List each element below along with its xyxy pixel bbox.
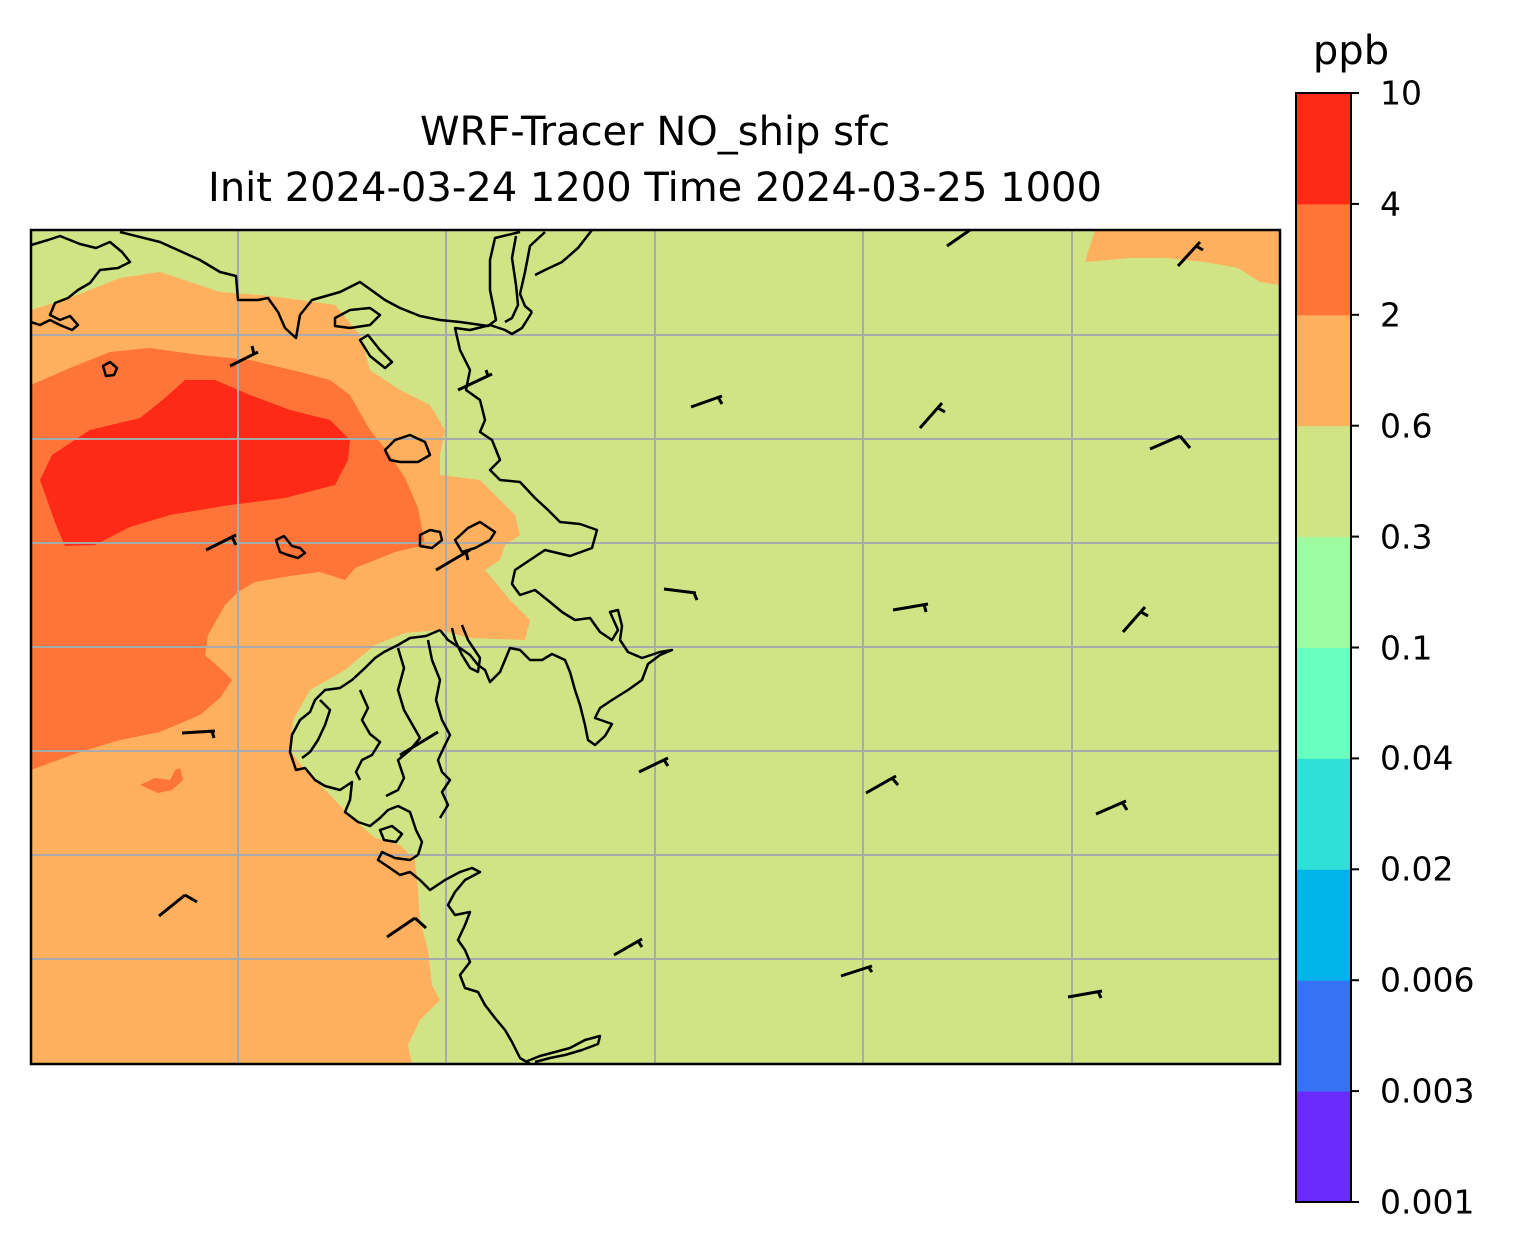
island-7 [453, 520, 497, 554]
colorbar-segment [1296, 647, 1351, 759]
colorbar-segment [1296, 314, 1351, 427]
wind-barb [690, 394, 724, 409]
colorbar-segment [1296, 980, 1351, 1092]
wind-barbs [158, 230, 1204, 999]
wind-barb [840, 964, 874, 978]
wind-barb [1176, 240, 1204, 268]
colorbar-tick-label: 0.6 [1380, 406, 1433, 446]
colorbar-tick-label: 0.001 [1380, 1182, 1475, 1222]
coastline-south-cape [524, 1034, 602, 1064]
wind-barb [1095, 799, 1129, 816]
coastline-north-shore [31, 234, 132, 332]
island-8 [378, 824, 404, 844]
coastline-inner-lobes [301, 624, 482, 819]
coastline-gulf-south [376, 850, 531, 1064]
map-area [31, 230, 1280, 1064]
coastline-gulf-inner [288, 628, 441, 856]
wind-barb [205, 533, 238, 552]
island-1 [101, 360, 119, 378]
wind-barb [613, 937, 644, 957]
island-5 [383, 433, 432, 464]
colorbar-segment [1296, 869, 1351, 981]
island-2 [274, 534, 307, 560]
coastline-north-inlet [119, 230, 521, 340]
colorbar-tick-label: 10 [1380, 73, 1422, 113]
colorbar-tick-label: 0.003 [1380, 1071, 1475, 1111]
wind-barb [892, 602, 929, 613]
wind-barb [457, 369, 493, 392]
colorbar-tick-label: 0.02 [1380, 849, 1454, 889]
colorbar-segment [1296, 758, 1351, 870]
wind-barb [1067, 989, 1103, 999]
title-line-1: WRF-Tracer NO_ship sfc [419, 109, 891, 155]
wind-barb [918, 402, 946, 429]
island-4 [333, 306, 382, 330]
colorbar-segment [1296, 203, 1351, 316]
map-gridlines [31, 230, 1280, 1064]
map-border [29, 228, 1282, 1066]
wind-barb [663, 587, 699, 601]
contour-4-10-ppb [40, 380, 350, 546]
colorbar-tick-label: 0.04 [1380, 738, 1454, 778]
colorbar-segment [1296, 536, 1351, 648]
wind-barb [229, 345, 259, 368]
wind-barb [1149, 434, 1192, 451]
colorbar-segment [1296, 1091, 1351, 1203]
island-3 [418, 528, 444, 550]
colorbar-tick-label: 2 [1380, 295, 1401, 335]
colorbar-segment [1296, 93, 1351, 205]
colorbar-tick-label: 0.006 [1380, 960, 1475, 1000]
wind-barb [435, 548, 471, 572]
title-line-2: Init 2024-03-24 1200 Time 2024-03-25 100… [208, 165, 1102, 211]
coastline [31, 230, 674, 1064]
colorbar-tick-label: 0.1 [1380, 628, 1433, 667]
colorbar-unit-label: ppb [1312, 28, 1390, 74]
wind-barb [386, 916, 428, 939]
wind-barb [181, 729, 216, 739]
wind-barb [158, 893, 198, 918]
wind-barb [638, 756, 670, 774]
coastline-river-channel [504, 230, 593, 324]
contour-2-4-ppb-small [140, 768, 183, 793]
colorbar-segment [1296, 425, 1351, 538]
coastline-peninsula [439, 311, 674, 747]
island-6 [358, 333, 394, 370]
colorbar [1295, 92, 1359, 1203]
chart-title: WRF-Tracer NO_ship sfc Init 2024-03-24 1… [30, 104, 1280, 216]
wind-barb [399, 730, 439, 757]
wind-barb [1121, 606, 1149, 633]
colorbar-tick-label: 0.3 [1380, 517, 1433, 557]
wind-barb [946, 230, 973, 248]
contour-0.6-2-ppb-ne [1085, 230, 1280, 285]
wind-barb [865, 774, 900, 795]
colorbar-tick-label: 4 [1380, 184, 1401, 224]
